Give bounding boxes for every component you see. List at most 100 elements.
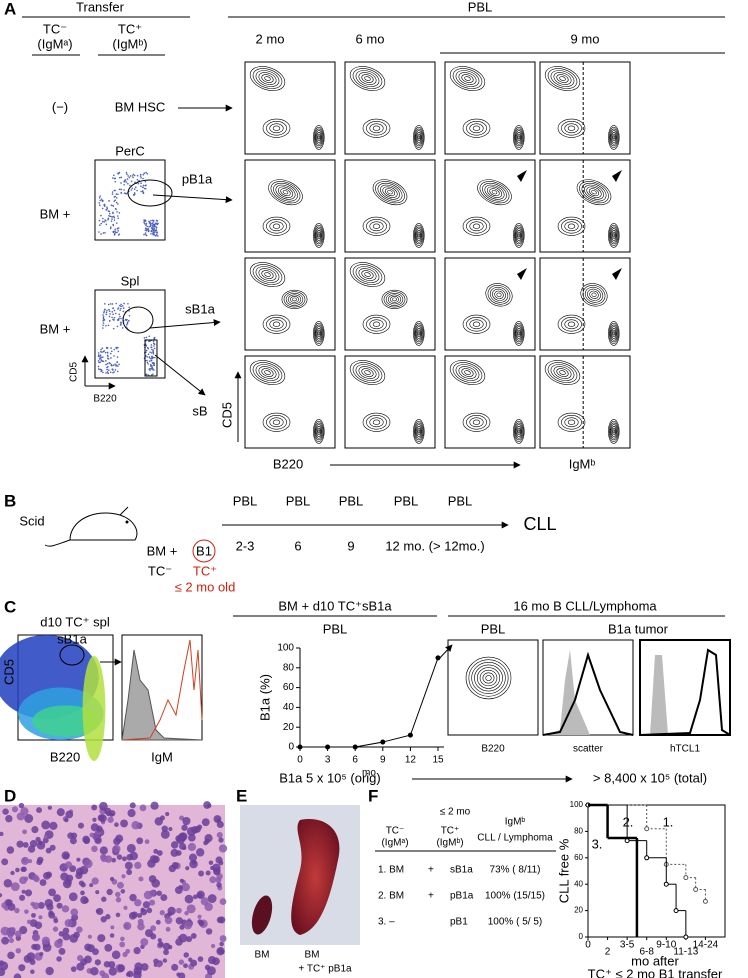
nucleus [34, 921, 43, 930]
dot [152, 221, 154, 223]
dot [133, 192, 136, 194]
dot [101, 360, 104, 362]
contour [364, 370, 371, 375]
nucleus [99, 801, 108, 811]
nucleus [76, 857, 81, 862]
nucleus [0, 926, 10, 936]
contour [366, 415, 387, 430]
dot [116, 231, 118, 234]
contour [462, 118, 491, 138]
header: (IgMᵃ) [381, 838, 408, 849]
contour [362, 314, 391, 334]
contour [514, 324, 523, 343]
dot [116, 203, 119, 205]
dot [115, 302, 118, 305]
dot [117, 227, 120, 229]
contour [352, 362, 383, 383]
nucleus [219, 935, 227, 942]
nucleus [127, 808, 136, 818]
dot [111, 303, 114, 305]
dot [120, 188, 122, 191]
dot [106, 207, 108, 210]
contour [268, 179, 303, 206]
dot [112, 204, 114, 207]
dot [148, 221, 151, 223]
contour [469, 319, 484, 330]
line [300, 657, 439, 748]
contour [414, 226, 423, 245]
contour [352, 68, 383, 89]
nucleus [158, 941, 164, 948]
point [702, 898, 708, 904]
nucleus [123, 923, 129, 929]
nucleus [36, 807, 43, 814]
dot [97, 355, 100, 358]
dot [133, 188, 136, 190]
nucleus [65, 810, 74, 819]
contour [611, 133, 616, 142]
arrowhead [612, 170, 622, 182]
nucleus [124, 861, 133, 870]
nucleus [95, 890, 100, 895]
point [644, 855, 650, 861]
x-tick-label: 0 [297, 755, 303, 766]
mouse-eye [125, 520, 129, 524]
dot [150, 367, 153, 370]
highlight [192, 539, 216, 563]
contour [266, 317, 287, 332]
contour [352, 264, 383, 285]
dot [151, 348, 153, 351]
contour [281, 289, 308, 309]
nucleus [58, 931, 65, 937]
contour [611, 329, 616, 338]
dot [114, 230, 116, 232]
contour [611, 231, 616, 240]
dot [152, 349, 154, 351]
histogram [121, 639, 203, 741]
dot [152, 373, 154, 375]
contour [466, 317, 487, 332]
dot [136, 189, 138, 192]
nucleus [110, 925, 115, 930]
nucleus [106, 888, 113, 896]
dot [105, 360, 107, 362]
nucleus [131, 821, 140, 830]
nucleus [213, 867, 221, 876]
dot [151, 232, 154, 235]
nucleus [96, 825, 103, 832]
nucleus [134, 899, 142, 907]
dot [122, 310, 125, 313]
nucleus [205, 870, 211, 876]
nucleus [186, 936, 193, 943]
nucleus [100, 916, 107, 923]
contour [466, 219, 487, 234]
dot [98, 196, 101, 199]
contour [609, 324, 618, 343]
dot [146, 356, 149, 358]
contour [487, 285, 511, 305]
nucleus [117, 964, 126, 973]
contour [479, 669, 498, 687]
contour [377, 182, 403, 202]
dot [146, 173, 149, 175]
dot [117, 229, 120, 232]
contour [249, 360, 286, 385]
dot [147, 353, 150, 356]
dot [107, 324, 110, 327]
nucleus [92, 817, 97, 822]
contour [262, 412, 291, 432]
contour [362, 216, 391, 236]
dot [153, 369, 155, 371]
dot [126, 173, 128, 175]
point [407, 732, 413, 738]
x-tick-label: 9-10 [656, 940, 676, 951]
nucleus [178, 933, 188, 943]
nucleus [45, 847, 52, 854]
dot [108, 319, 111, 322]
dot [116, 228, 119, 230]
dot [99, 199, 101, 202]
contour [269, 319, 284, 330]
nucleus [62, 879, 72, 889]
nucleus [48, 888, 56, 897]
nucleus [49, 821, 58, 830]
